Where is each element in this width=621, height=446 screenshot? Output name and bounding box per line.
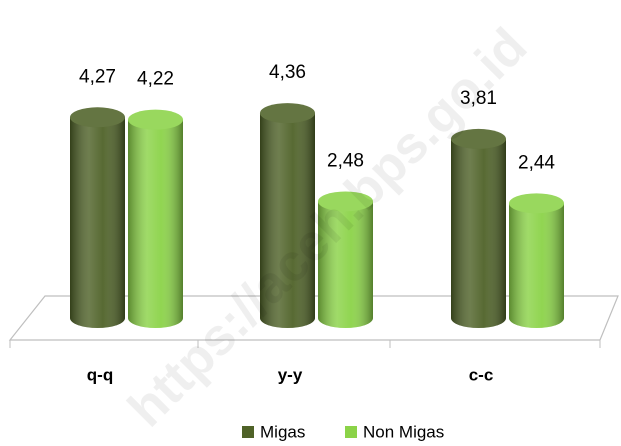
bar-top-light	[70, 107, 125, 128]
value-label: 4,22	[137, 69, 174, 90]
bar-top	[260, 103, 315, 124]
bar-top-light	[509, 193, 564, 214]
value-label: 3,81	[460, 88, 497, 109]
legend-swatch	[345, 426, 357, 438]
bar-top-light	[128, 109, 183, 130]
x-tick-label: q-q	[87, 365, 113, 384]
value-label: 4,36	[269, 62, 306, 83]
bar-shade	[70, 117, 125, 329]
bar-shade	[260, 113, 315, 329]
x-tick-label: y-y	[278, 365, 303, 384]
bar-top	[451, 128, 506, 149]
bar-shade	[451, 138, 506, 329]
bars	[70, 103, 564, 329]
bar-top	[509, 193, 564, 214]
bar-shade	[128, 119, 183, 329]
value-label: 4,27	[79, 66, 116, 87]
value-label: 2,48	[327, 150, 364, 171]
legend-swatch	[242, 426, 254, 438]
legend-label: Migas	[260, 422, 305, 441]
bar-shade	[318, 201, 373, 329]
bar-shade	[509, 203, 564, 329]
legend-label: Non Migas	[363, 422, 444, 441]
bar-top-light	[318, 191, 373, 212]
bar-top	[128, 109, 183, 130]
x-tick-label: c-c	[469, 365, 494, 384]
value-label: 2,44	[518, 152, 555, 173]
bar-top	[318, 191, 373, 212]
bar-top-light	[451, 128, 506, 149]
bar-top-light	[260, 103, 315, 124]
bar-top	[70, 107, 125, 128]
